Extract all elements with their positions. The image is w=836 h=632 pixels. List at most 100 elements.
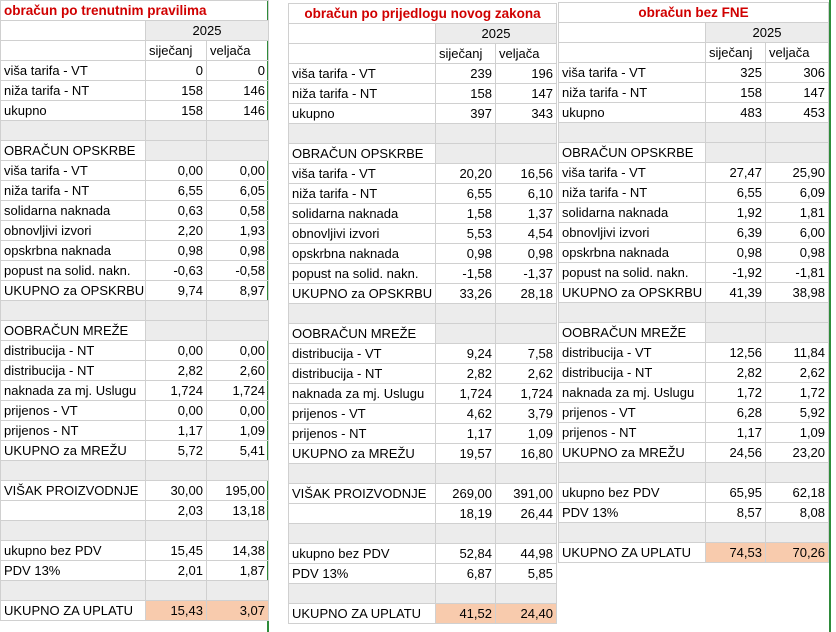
row: niža tarifa - NT 158 147 (288, 83, 558, 104)
row-label: UKUPNO za OPSKRBU (558, 282, 706, 303)
row: siječanj veljača (0, 40, 269, 61)
panel-title: obračun po trenutnim pravilima (0, 0, 269, 21)
value-cell: 16,56 (494, 163, 558, 184)
row: UKUPNO za OPSKRBU 9,74 8,97 (0, 280, 269, 301)
spacer-cell (145, 300, 207, 321)
row: prijenos - VT 4,62 3,79 (288, 403, 558, 424)
row: viša tarifa - VT 239 196 (288, 63, 558, 84)
row: PDV 13% 2,01 1,87 (0, 560, 269, 581)
value-cell: 4,62 (435, 403, 496, 424)
row-label: distribucija - NT (558, 362, 706, 383)
value-cell: 5,72 (145, 440, 207, 461)
value-cell: -1,92 (705, 262, 766, 283)
row (288, 123, 558, 144)
row-label: obnovljivi izvori (288, 223, 436, 244)
value-cell: 9,24 (435, 343, 496, 364)
value-cell: 6,55 (145, 180, 207, 201)
value-cell: 20,20 (435, 163, 496, 184)
spacer-cell (494, 303, 558, 324)
value-cell: 2,03 (145, 500, 207, 521)
row-label: opskrbna naknada (288, 243, 436, 264)
row-label: popust na solid. nakn. (0, 260, 146, 281)
value-cell: 1,17 (145, 420, 207, 441)
row: niža tarifa - NT 158 146 (0, 80, 269, 101)
value-cell: 147 (494, 83, 558, 104)
value-cell: 483 (705, 102, 766, 123)
row (558, 122, 830, 143)
spacer-cell (206, 580, 269, 601)
value-cell: 0,98 (705, 242, 766, 263)
value-cell: 62,18 (764, 482, 830, 503)
value-cell: 1,724 (494, 383, 558, 404)
row: opskrbna naknada 0,98 0,98 (558, 242, 830, 263)
value-cell: 391,00 (494, 483, 558, 504)
row-label: PDV 13% (558, 502, 706, 523)
column-border (829, 0, 831, 632)
spacer-cell (288, 123, 436, 144)
row: popust na solid. nakn. -1,92 -1,81 (558, 262, 830, 283)
value-cell: 74,53 (705, 542, 766, 563)
value-cell: 12,56 (705, 342, 766, 363)
value-cell: 9,74 (145, 280, 207, 301)
month-header: veljača (206, 40, 269, 61)
row: distribucija - VT 12,56 11,84 (558, 342, 830, 363)
row-label: popust na solid. nakn. (288, 263, 436, 284)
value-cell: 33,26 (435, 283, 496, 304)
spacer-cell (288, 303, 436, 324)
row-label: distribucija - NT (0, 340, 146, 361)
value-cell: 5,92 (764, 402, 830, 423)
cell (558, 42, 706, 63)
spacer-cell (705, 522, 766, 543)
year-header: 2025 (434, 23, 558, 44)
row-label: niža tarifa - NT (288, 83, 436, 104)
panel-title: obračun bez FNE (557, 2, 830, 23)
cell (206, 140, 269, 161)
row-label: distribucija - VT (558, 342, 706, 363)
row-label: VIŠAK PROIZVODNJE (0, 480, 146, 501)
month-header: siječanj (435, 43, 496, 64)
row: 2,03 13,18 (0, 500, 269, 521)
row: UKUPNO ZA UPLATU 15,43 3,07 (0, 600, 269, 621)
row: prijenos - NT 1,17 1,09 (558, 422, 830, 443)
sheet-panel: obračun bez FNE 2025 siječanj veljača viša t… (557, 2, 830, 563)
row-label: UKUPNO ZA UPLATU (288, 603, 436, 624)
row-label: UKUPNO za MREŽU (558, 442, 706, 463)
cell (558, 22, 706, 43)
value-cell: 0 (145, 60, 207, 81)
row-label: viša tarifa - VT (0, 60, 146, 81)
row: obnovljivi izvori 6,39 6,00 (558, 222, 830, 243)
row-label: niža tarifa - NT (288, 183, 436, 204)
value-cell: 269,00 (435, 483, 496, 504)
value-cell: 0,58 (206, 200, 269, 221)
value-cell: 1,09 (494, 423, 558, 444)
row-label: distribucija - NT (288, 363, 436, 384)
row: niža tarifa - NT 6,55 6,10 (288, 183, 558, 204)
value-cell: 196 (494, 63, 558, 84)
row (0, 120, 269, 141)
value-cell: 6,10 (494, 183, 558, 204)
value-cell: 1,724 (145, 380, 207, 401)
row-label: ukupno bez PDV (288, 543, 436, 564)
value-cell: 25,90 (764, 162, 830, 183)
row-label: ukupno bez PDV (558, 482, 706, 503)
spacer-cell (145, 580, 207, 601)
value-cell: 16,80 (494, 443, 558, 464)
value-cell: 18,19 (435, 503, 496, 524)
value-cell: 6,09 (764, 182, 830, 203)
row-label: naknada za mj. Uslugu (288, 383, 436, 404)
spacer-cell (435, 123, 496, 144)
row: opskrbna naknada 0,98 0,98 (288, 243, 558, 264)
spacer-cell (705, 302, 766, 323)
value-cell: 306 (764, 62, 830, 83)
row: ukupno 158 146 (0, 100, 269, 121)
row: PDV 13% 6,87 5,85 (288, 563, 558, 584)
value-cell: 1,09 (764, 422, 830, 443)
value-cell: 0,00 (145, 340, 207, 361)
row-label: distribucija - NT (0, 360, 146, 381)
row: popust na solid. nakn. -0,63 -0,58 (0, 260, 269, 281)
row: niža tarifa - NT 6,55 6,09 (558, 182, 830, 203)
row (558, 462, 830, 483)
year-header: 2025 (704, 22, 830, 43)
row: obračun po trenutnim pravilima (0, 0, 269, 21)
cell (0, 500, 146, 521)
